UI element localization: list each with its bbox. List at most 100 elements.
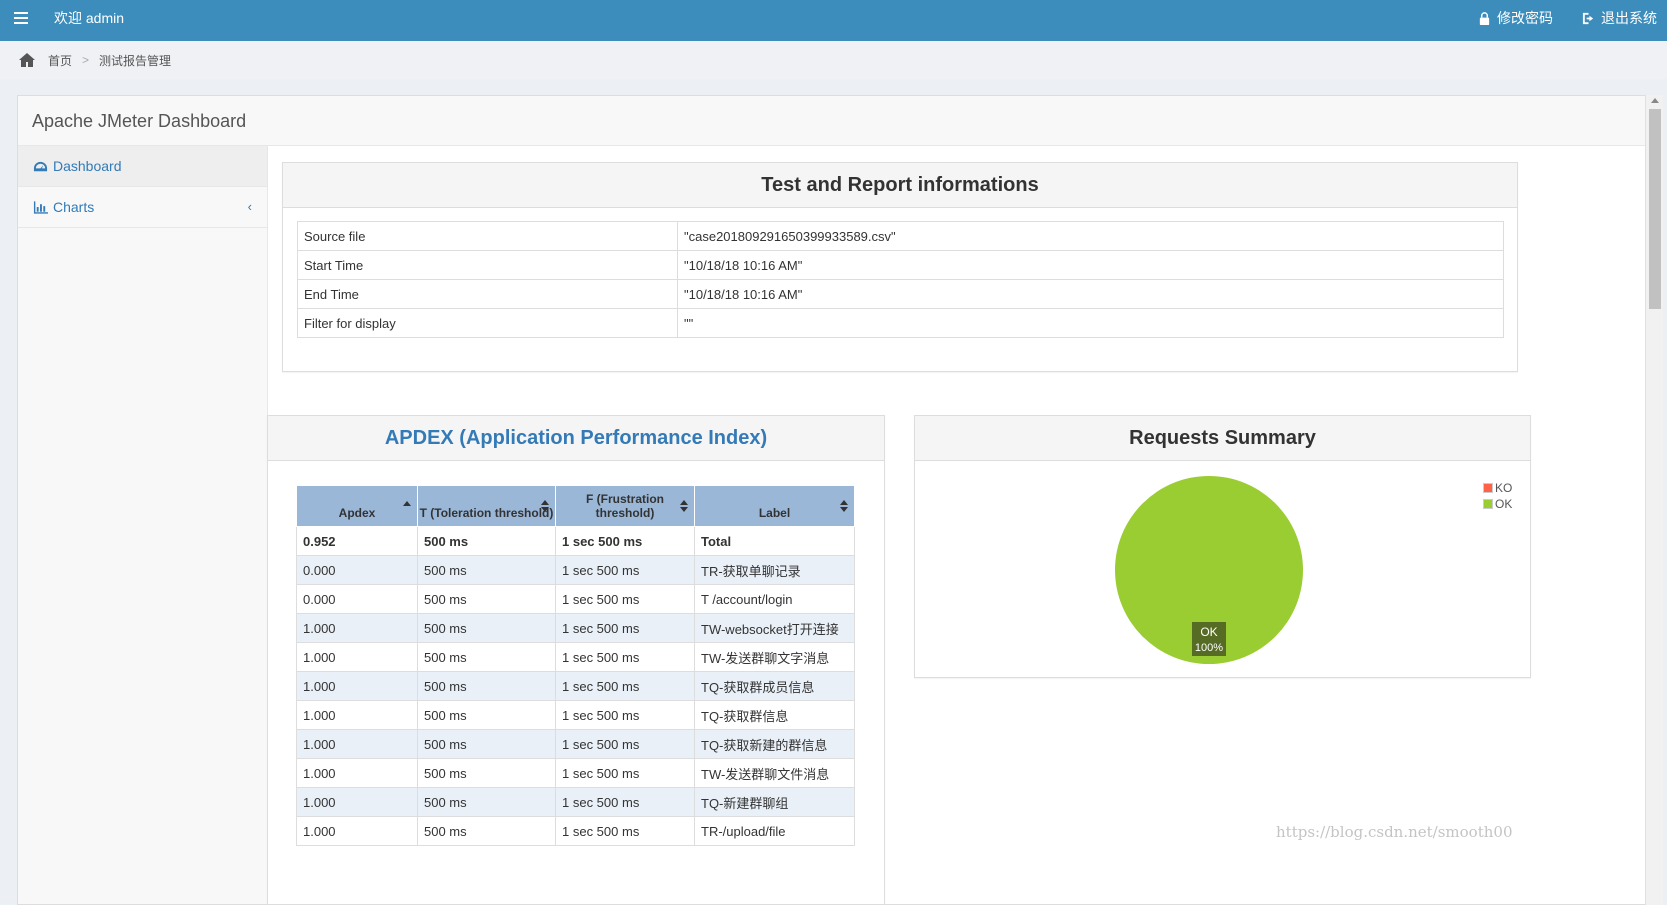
sort-asc-icon [403, 501, 411, 506]
frustration-column-header[interactable]: F (Frustration threshold) [555, 485, 695, 527]
table-row: 1.000 500 ms 1 sec 500 ms TQ-获取群成员信息 [296, 671, 855, 701]
column-header-label: Apdex [338, 506, 376, 520]
table-cell: 1 sec 500 ms [555, 642, 695, 672]
info-panel-title: Test and Report informations [283, 163, 1517, 208]
sort-icon [541, 500, 549, 512]
apdex-table: Apdex T (Toleration threshold) F (Frustr… [296, 485, 855, 846]
info-value: "10/18/18 10:16 AM" [677, 279, 1504, 309]
menu-icon[interactable] [14, 9, 34, 29]
legend-item-ok[interactable]: OK [1483, 496, 1512, 512]
info-row: Start Time "10/18/18 10:16 AM" [297, 250, 1504, 280]
info-value: "case20180929165039993358​9.csv" [677, 221, 1504, 251]
table-cell: 0.952 [296, 526, 418, 556]
table-cell: TW-发送群聊文件消息 [694, 758, 855, 788]
table-cell: 500 ms [417, 758, 556, 788]
legend-swatch [1483, 499, 1493, 509]
table-row: 0.000 500 ms 1 sec 500 ms TR-获取单聊记录 [296, 555, 855, 585]
top-navbar: 欢迎 admin 修改密码 退出系统 [0, 0, 1667, 41]
table-cell: 1 sec 500 ms [555, 787, 695, 817]
table-row: 1.000 500 ms 1 sec 500 ms TQ-新建群聊组 [296, 787, 855, 817]
breadcrumb-current: 测试报告管理 [99, 53, 172, 68]
table-cell: TW-websocket打开连接 [694, 613, 855, 643]
legend-item-ko[interactable]: KO [1483, 480, 1512, 496]
slice-label-box [1192, 622, 1226, 656]
info-table: Source file "case20180929165039993358​9.c… [297, 221, 1504, 338]
table-cell: 500 ms [417, 613, 556, 643]
info-panel: Test and Report informations Source file… [282, 162, 1518, 372]
dashboard-brand[interactable]: Apache JMeter Dashboard [32, 111, 247, 131]
info-row: Filter for display "" [297, 308, 1504, 338]
table-cell: TW-发送群聊文字消息 [694, 642, 855, 672]
nav-item-dashboard[interactable]: Dashboard [18, 146, 267, 187]
table-cell: 500 ms [417, 816, 556, 846]
change-password-label: 修改密码 [1497, 10, 1553, 26]
table-cell: Total [694, 526, 855, 556]
dashboard-sidebar: Dashboard Charts ‹ [18, 146, 268, 904]
info-value: "" [677, 308, 1504, 338]
requests-pie-chart: OK 100% [1115, 476, 1303, 664]
table-cell: 1 sec 500 ms [555, 700, 695, 730]
sort-icon [840, 500, 848, 512]
apdex-panel-title[interactable]: APDEX (Application Performance Index) [268, 416, 884, 461]
toleration-column-header[interactable]: T (Toleration threshold) [417, 485, 556, 527]
lock-icon [1479, 11, 1490, 25]
table-row: 0.000 500 ms 1 sec 500 ms T /account/login [296, 584, 855, 614]
welcome-text: 欢迎 admin [54, 10, 125, 26]
info-value: "10/18/18 10:16 AM" [677, 250, 1504, 280]
frame-scrollbar[interactable] [1645, 95, 1663, 905]
info-key: Filter for display [297, 308, 678, 338]
column-header-label: T (Toleration threshold) [419, 506, 554, 520]
pie-slice-label: OK 100% [1192, 622, 1226, 656]
dashboard-header: Apache JMeter Dashboard [18, 96, 1646, 146]
requests-summary-panel: Requests Summary OK 100% KO OK [914, 415, 1531, 678]
logout-link[interactable]: 退出系统 [1582, 8, 1657, 28]
scroll-up-arrow-icon[interactable] [1651, 98, 1659, 103]
table-cell: 1 sec 500 ms [555, 526, 695, 556]
info-row: Source file "case20180929165039993358​9.c… [297, 221, 1504, 251]
slice-label-name: OK [1200, 625, 1217, 639]
apdex-column-header[interactable]: Apdex [296, 485, 418, 527]
nav-item-label: Charts [53, 199, 95, 215]
table-row: 1.000 500 ms 1 sec 500 ms TR-/upload/file [296, 816, 855, 846]
chart-legend: KO OK [1483, 480, 1512, 512]
table-cell: 500 ms [417, 526, 556, 556]
table-row: 1.000 500 ms 1 sec 500 ms TW-发送群聊文字消息 [296, 642, 855, 672]
home-icon[interactable] [18, 52, 36, 68]
column-header-label: Label [758, 506, 791, 520]
table-cell: 500 ms [417, 584, 556, 614]
table-cell: TQ-新建群聊组 [694, 787, 855, 817]
breadcrumb-separator: > [82, 53, 90, 67]
breadcrumb-home[interactable]: 首页 [48, 53, 73, 68]
legend-label: KO [1495, 481, 1513, 495]
table-cell: 1 sec 500 ms [555, 758, 695, 788]
label-column-header[interactable]: Label [694, 485, 855, 527]
table-cell: 1 sec 500 ms [555, 613, 695, 643]
table-cell: 1 sec 500 ms [555, 584, 695, 614]
table-cell: 1.000 [296, 758, 418, 788]
table-cell: TQ-获取群成员信息 [694, 671, 855, 701]
table-cell: 1.000 [296, 729, 418, 759]
info-key: Source file [297, 221, 678, 251]
table-row: 1.000 500 ms 1 sec 500 ms TW-websocket打开连接 [296, 613, 855, 643]
table-cell: 1 sec 500 ms [555, 555, 695, 585]
apdex-panel: APDEX (Application Performance Index) Ap… [267, 415, 885, 905]
legend-label: OK [1495, 497, 1513, 511]
info-row: End Time "10/18/18 10:16 AM" [297, 279, 1504, 309]
pie-slice-ok[interactable] [1115, 476, 1303, 664]
table-cell: 500 ms [417, 729, 556, 759]
sort-icon [680, 500, 688, 512]
table-cell: TQ-获取新建的群信息 [694, 729, 855, 759]
table-cell: 1.000 [296, 787, 418, 817]
slice-label-percent: 100% [1195, 642, 1223, 654]
nav-item-charts[interactable]: Charts ‹ [18, 187, 267, 228]
scrollbar-thumb[interactable] [1649, 109, 1661, 309]
table-cell: TR-/upload/file [694, 816, 855, 846]
table-cell: 1.000 [296, 671, 418, 701]
change-password-link[interactable]: 修改密码 [1478, 8, 1553, 28]
table-cell: 1.000 [296, 816, 418, 846]
info-key: Start Time [297, 250, 678, 280]
table-cell: T /account/login [694, 584, 855, 614]
bar-chart-icon [33, 200, 48, 214]
chevron-left-icon[interactable]: ‹ [247, 199, 252, 214]
table-cell: 1.000 [296, 642, 418, 672]
